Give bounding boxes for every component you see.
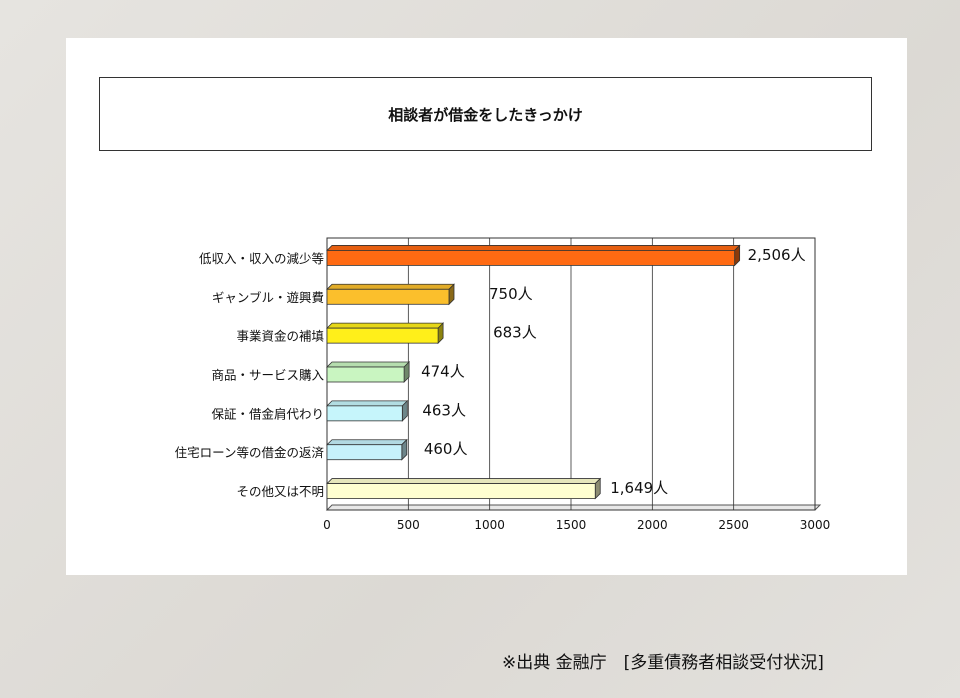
- bar: [326, 250, 736, 266]
- data-label: 474人: [421, 363, 465, 381]
- x-tick-label: 0: [323, 518, 331, 532]
- bar: [326, 405, 403, 422]
- bar: [326, 483, 596, 499]
- bar-top: [326, 322, 445, 329]
- bar-top: [326, 439, 408, 446]
- x-tick-label: 2000: [637, 518, 668, 532]
- data-label: 463人: [422, 401, 466, 419]
- category-label: ギャンブル・遊興費: [212, 290, 324, 305]
- source-note: ※出典 金融庁 [多重債務者相談受付状況]: [502, 653, 824, 673]
- chart-title: 相談者が借金をしたきっかけ: [99, 77, 872, 151]
- data-label: 683人: [493, 324, 537, 342]
- x-tick-label: 1000: [474, 518, 505, 532]
- bar: [326, 366, 405, 383]
- plot-floor: [325, 504, 822, 511]
- bar-top: [326, 245, 741, 251]
- bar-top: [326, 283, 455, 290]
- bar: [326, 288, 450, 305]
- category-label: 保証・借金肩代わり: [211, 406, 324, 421]
- x-tick-label: 500: [397, 518, 420, 532]
- x-tick-label: 2500: [718, 518, 749, 532]
- data-label: 460人: [424, 440, 468, 458]
- bar-top: [326, 478, 602, 484]
- category-label: 住宅ローン等の借金の返済: [175, 445, 325, 460]
- data-label: 1,649人: [610, 479, 668, 497]
- bar: [326, 444, 403, 461]
- x-tick-label: 3000: [800, 518, 831, 532]
- category-label: 低収入・収入の減少等: [199, 251, 324, 266]
- bar-top: [326, 361, 411, 368]
- category-label: 事業資金の補填: [236, 329, 324, 344]
- x-tick-label: 1500: [556, 518, 587, 532]
- category-label: その他又は不明: [236, 484, 324, 499]
- bar-top: [326, 400, 409, 407]
- category-label: 商品・サービス購入: [211, 368, 324, 383]
- bar: [326, 327, 439, 344]
- data-label: 2,506人: [748, 246, 806, 264]
- data-label: 750人: [489, 285, 533, 303]
